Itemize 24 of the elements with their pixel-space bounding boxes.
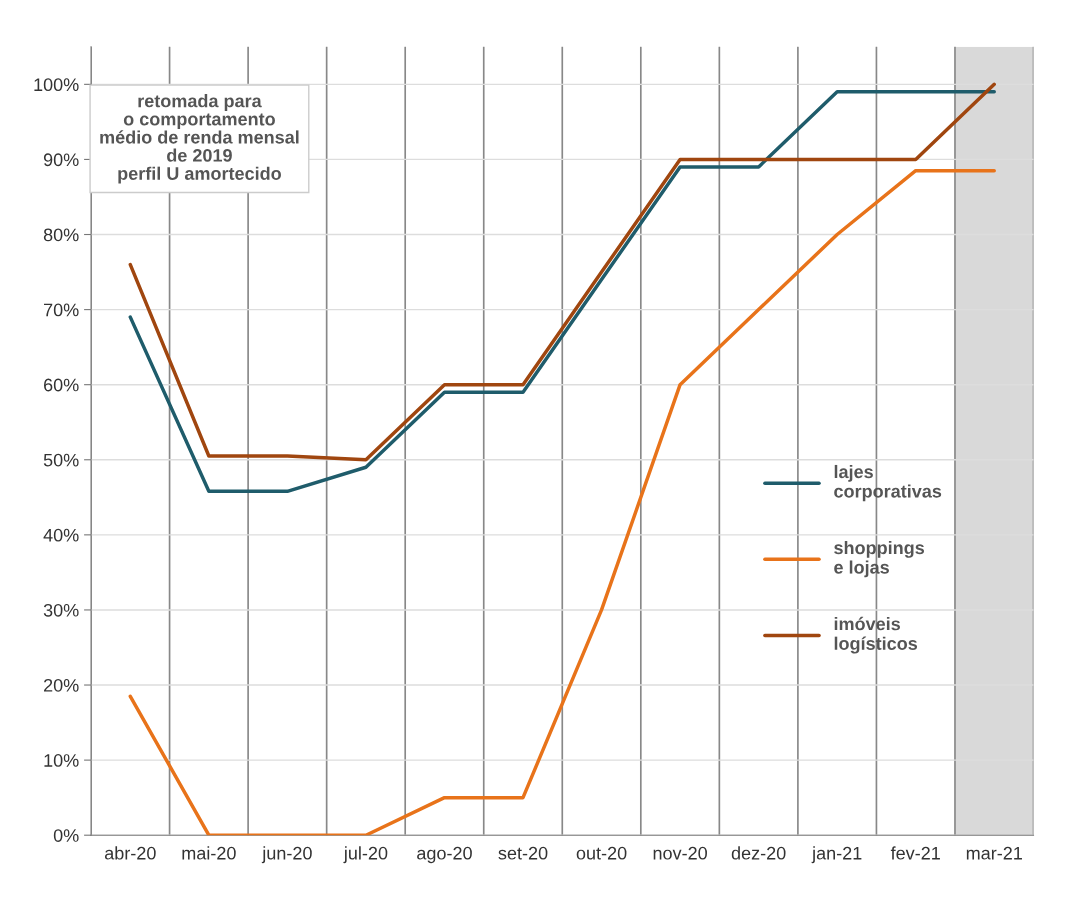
x-tick-label: jan-21 bbox=[811, 846, 862, 864]
x-tick-label: mai-20 bbox=[182, 846, 236, 860]
y-tick-label: 20% bbox=[44, 678, 79, 692]
x-tick-label: out-20 bbox=[576, 846, 627, 860]
y-tick-label: 80% bbox=[43, 228, 79, 242]
y-tick-label: 50% bbox=[43, 453, 79, 467]
y-tick-label: 90% bbox=[43, 153, 79, 167]
y-tick-label: 40% bbox=[43, 528, 79, 542]
y-tick-label: 10% bbox=[44, 754, 79, 767]
x-tick-label: set-20 bbox=[498, 846, 548, 860]
y-tick-label: 0% bbox=[53, 829, 79, 842]
x-tick-label: mar-21 bbox=[966, 846, 1022, 860]
y-tick-label: 60% bbox=[44, 378, 79, 392]
y-tick-label: 100% bbox=[34, 78, 79, 92]
y-tick-label: 70% bbox=[44, 303, 79, 317]
y-tick-label: 30% bbox=[43, 603, 79, 617]
text: retomada para o comportamento médio de renda mensal de 2019 perfil U amortecido bbox=[100, 94, 299, 184]
x-tick-label: ago-20 bbox=[417, 846, 472, 864]
x-tick-label: jun-20 bbox=[261, 846, 312, 864]
x-tick-label: dez-20 bbox=[731, 846, 786, 860]
x-tick-label: jul-20 bbox=[343, 846, 388, 864]
x-tick-label: abr-20 bbox=[104, 846, 156, 860]
x-tick-label: fev-21 bbox=[890, 846, 940, 860]
x-tick-label: nov-20 bbox=[653, 846, 707, 860]
